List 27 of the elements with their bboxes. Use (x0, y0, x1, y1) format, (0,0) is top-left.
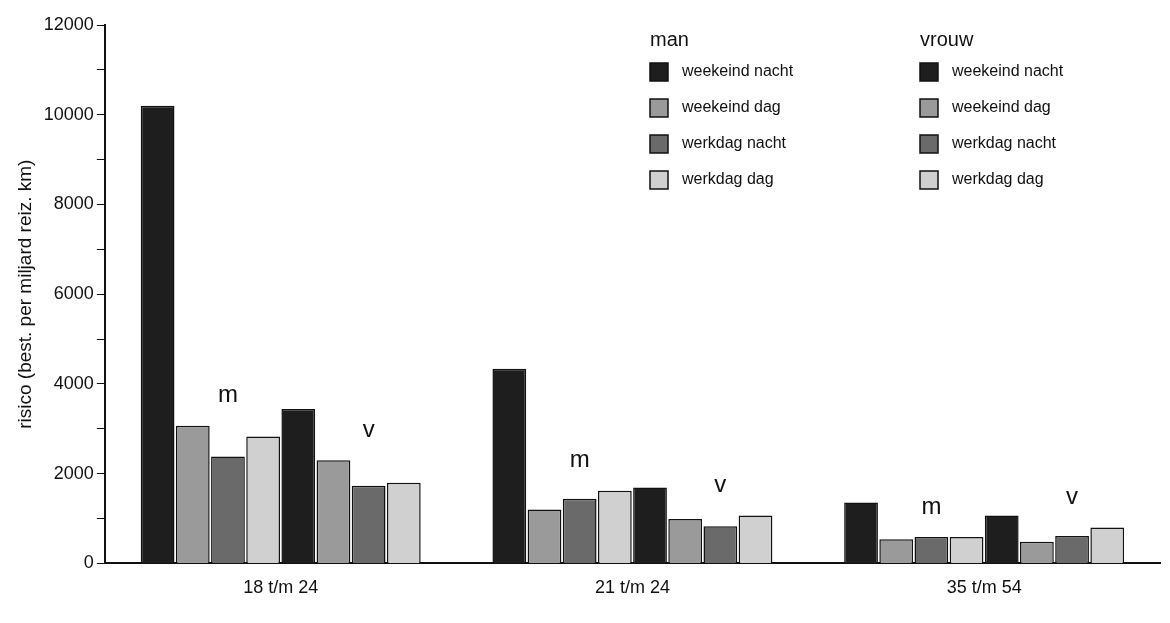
legend-label: werkdag nacht (681, 134, 787, 152)
y-tick-label: 0 (83, 552, 94, 573)
x-tick-label: 21 t/m 24 (594, 577, 670, 598)
annotation: v (1066, 482, 1079, 510)
x-tick-label: 35 t/m 54 (946, 577, 1022, 598)
legend-label: weekeind dag (951, 98, 1051, 116)
y-tick-label: 8000 (53, 193, 94, 214)
annotation: v (714, 470, 727, 498)
legend-label: werkdag dag (951, 170, 1044, 188)
legend-label: werkdag nacht (951, 134, 1057, 152)
annotation: m (921, 491, 942, 519)
y-tick-label: 10000 (43, 103, 94, 124)
annotation: m (569, 445, 590, 473)
annotation: man (650, 27, 689, 50)
y-axis-title: risico (best. per miljard reiz. km) (13, 159, 35, 429)
annotation: v (362, 414, 375, 442)
y-tick-label: 12000 (43, 13, 94, 34)
legend-label: werkdag dag (681, 170, 774, 188)
x-tick-label: 18 t/m 24 (243, 577, 319, 598)
annotation: vrouw (920, 27, 974, 50)
y-tick-label: 2000 (53, 462, 94, 483)
y-tick-label: 6000 (53, 283, 94, 304)
legend-label: weekeind nacht (951, 62, 1064, 80)
y-tick-label: 4000 (53, 372, 94, 393)
legend-label: weekeind nacht (681, 62, 794, 80)
annotation: m (217, 380, 238, 408)
legend-label: weekeind dag (681, 98, 781, 116)
